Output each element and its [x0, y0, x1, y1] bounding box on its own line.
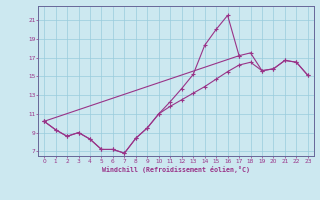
X-axis label: Windchill (Refroidissement éolien,°C): Windchill (Refroidissement éolien,°C): [102, 166, 250, 173]
